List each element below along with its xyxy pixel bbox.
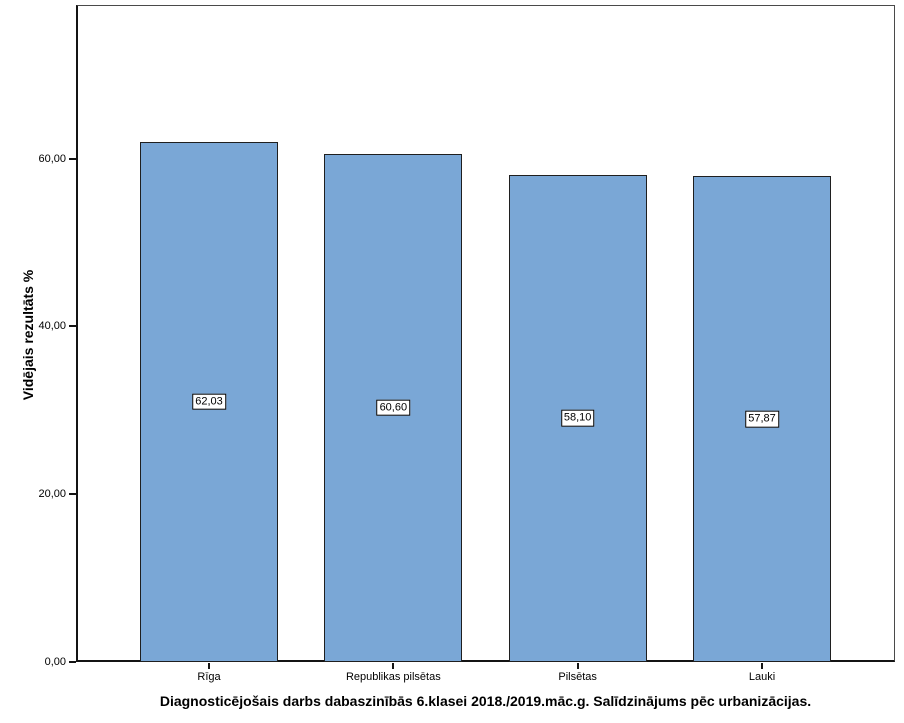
x-axis-tick-mark <box>576 663 579 669</box>
y-axis-tick-label: 0,00 <box>44 656 66 668</box>
y-axis-tick-label: 60,00 <box>38 152 66 165</box>
x-axis-category-label: Pilsētas <box>558 671 597 683</box>
y-axis-tick-mark <box>69 493 76 496</box>
bar-value-label: 62,03 <box>192 393 226 411</box>
x-axis-tick-mark <box>760 663 763 669</box>
bar-value-label: 57,87 <box>745 410 779 428</box>
y-axis-tick-label: 20,00 <box>38 488 66 501</box>
x-axis-tick-mark <box>392 663 395 669</box>
bar-value-label: 58,10 <box>560 409 595 427</box>
y-axis-tick-mark <box>69 157 76 160</box>
chart-title: Diagnosticējošais darbs dabaszinībās 6.k… <box>159 693 812 709</box>
y-axis-tick-mark <box>69 325 76 328</box>
y-axis-tick-mark <box>69 661 76 663</box>
x-axis-category-label: Lauki <box>748 671 776 683</box>
y-axis-title: Vidējais rezultāts % <box>20 269 36 401</box>
x-axis-tick-mark <box>208 663 210 669</box>
x-axis-category-label: Republikas pilsētas <box>345 671 441 683</box>
bar-value-label: 60,60 <box>376 399 411 417</box>
x-axis-category-label: Rīga <box>197 671 221 683</box>
y-axis-tick-label: 40,00 <box>38 320 66 333</box>
